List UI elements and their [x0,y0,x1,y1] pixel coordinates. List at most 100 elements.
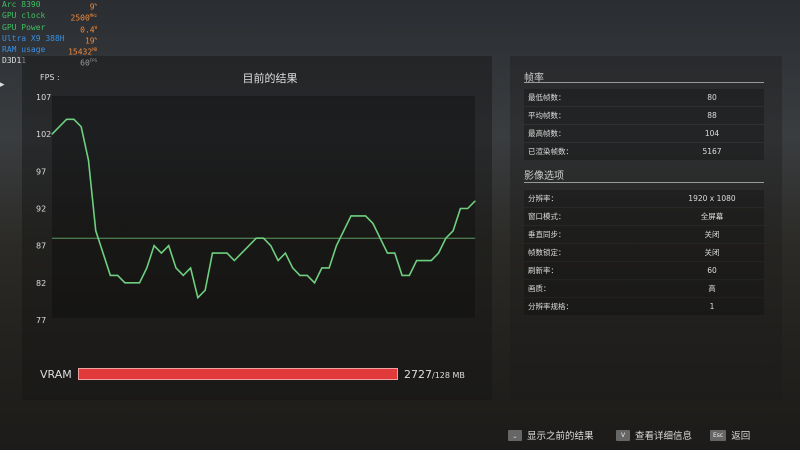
divider [524,182,764,183]
fps-point [197,297,199,299]
fps-series-line [51,118,476,300]
y-tick-label: 97 [36,167,46,176]
y-tick-label: 82 [36,279,46,288]
fps-point [313,282,316,284]
footer-label: 查看详细信息 [635,431,693,442]
fps-point [262,237,265,239]
osd-row: D3D11 60FPS [2,56,97,68]
y-tick-label: 92 [36,205,46,214]
stat-label: 帧数锁定： [528,248,566,257]
stat-label: 垂直同步： [528,230,566,239]
osd-row: RAM usage 15432MB [2,45,97,57]
fps-point [437,252,440,254]
fps-point [365,215,367,217]
fps-point [299,274,301,276]
fps-point [277,259,279,262]
fps-point [51,133,53,135]
divider [524,82,764,83]
stat-row: 最高帧数： 104 [524,125,764,142]
stat-row: 分辨率规格： 1 [524,298,764,315]
fps-point [328,267,330,269]
stat-label: 最低帧数： [528,93,566,102]
fps-point [80,126,82,128]
fps-point [160,252,162,254]
vram-total: /128 MB [432,371,465,380]
y-axis-label: FPS : [40,73,60,82]
vram-label: VRAM [40,368,72,381]
fps-point [270,245,272,247]
stat-value: 5167 [702,147,722,156]
fps-point [117,274,119,276]
fps-point [416,259,418,262]
stat-row: 平均帧数： 88 [524,107,764,124]
fps-point [459,207,462,210]
footer-action-2[interactable]: Esc 返回 [710,428,750,442]
fps-point [153,245,155,247]
vram-bar [78,368,398,380]
osd-label: GPU clock [2,11,46,21]
fps-point [138,282,141,284]
fps-point [379,237,381,239]
stat-row: 垂直同步： 关闭 [524,226,764,243]
stat-label: 分辨率： [528,194,558,203]
stat-value: 88 [707,111,717,120]
stat-value: 80 [707,93,717,102]
fps-point [306,274,308,276]
vram-used: 2727 [404,368,432,381]
footer-label: 显示之前的结果 [527,431,594,442]
fps-point [226,252,228,254]
fps-point [87,159,90,161]
fps-point [146,267,148,269]
stat-label: 平均帧数： [528,111,566,120]
stat-value: 关闭 [704,248,720,257]
fps-point [255,237,257,239]
fps-point [175,267,177,269]
fps-point [211,252,214,254]
video-options-heading: 影像选项 [524,171,564,182]
fps-point [474,200,476,202]
footer-action-1[interactable]: V 查看详细信息 [616,428,692,442]
osd-value: 9% [89,2,97,12]
fps-point [292,267,294,269]
stat-label: 刷新率： [528,266,558,275]
osd-value: 0.4W [80,24,97,35]
stat-value: 104 [704,129,720,138]
osd-label: RAM usage [2,45,46,54]
stat-value: 全屏幕 [700,212,724,221]
osd-value: 2500MHz [70,13,98,23]
stat-row: 刷新率： 60 [524,262,764,279]
stat-row: 帧数锁定： 关闭 [524,244,764,261]
vram-value: 2727/128 MB [404,368,465,381]
performance-overlay: Arc 8390 9% GPU clock 2500MHz GPU Power 0.4W U… [2,0,98,69]
chart-title: 目前的结果 [242,72,298,85]
fps-point [204,289,206,291]
footer-action-0[interactable]: ⎵ 显示之前的结果 [508,428,594,442]
stat-row: 画质： 高 [524,280,764,297]
fps-point [394,252,396,254]
osd-row: Arc 8390 9% [2,0,97,12]
vram-bar-fill [78,368,398,380]
fps-point [445,237,447,239]
fps-point [335,245,338,247]
stat-value: 关闭 [704,230,720,239]
fps-point [109,274,111,276]
fps-point [321,267,323,269]
stat-row: 已渲染帧数： 5167 [524,143,764,160]
fps-point [168,245,170,247]
osd-label: GPU Power [2,22,46,32]
fps-point [350,215,352,217]
y-tick-label: 107 [36,93,51,102]
fps-point [386,252,389,254]
osd-label: D3D11 [2,56,27,66]
osd-value: 15432MB [68,47,97,57]
stat-label: 窗口模式： [528,212,566,221]
fps-point [95,230,97,232]
stat-label: 已渲染帧数： [528,147,573,156]
key-icon: ⎵ [508,429,522,441]
stat-row: 分辨率： 1920 x 1080 [524,190,764,207]
fps-point [65,118,68,120]
fps-point [401,274,403,276]
y-tick-label: 87 [36,242,46,251]
stat-value: 1920 x 1080 [688,194,736,203]
